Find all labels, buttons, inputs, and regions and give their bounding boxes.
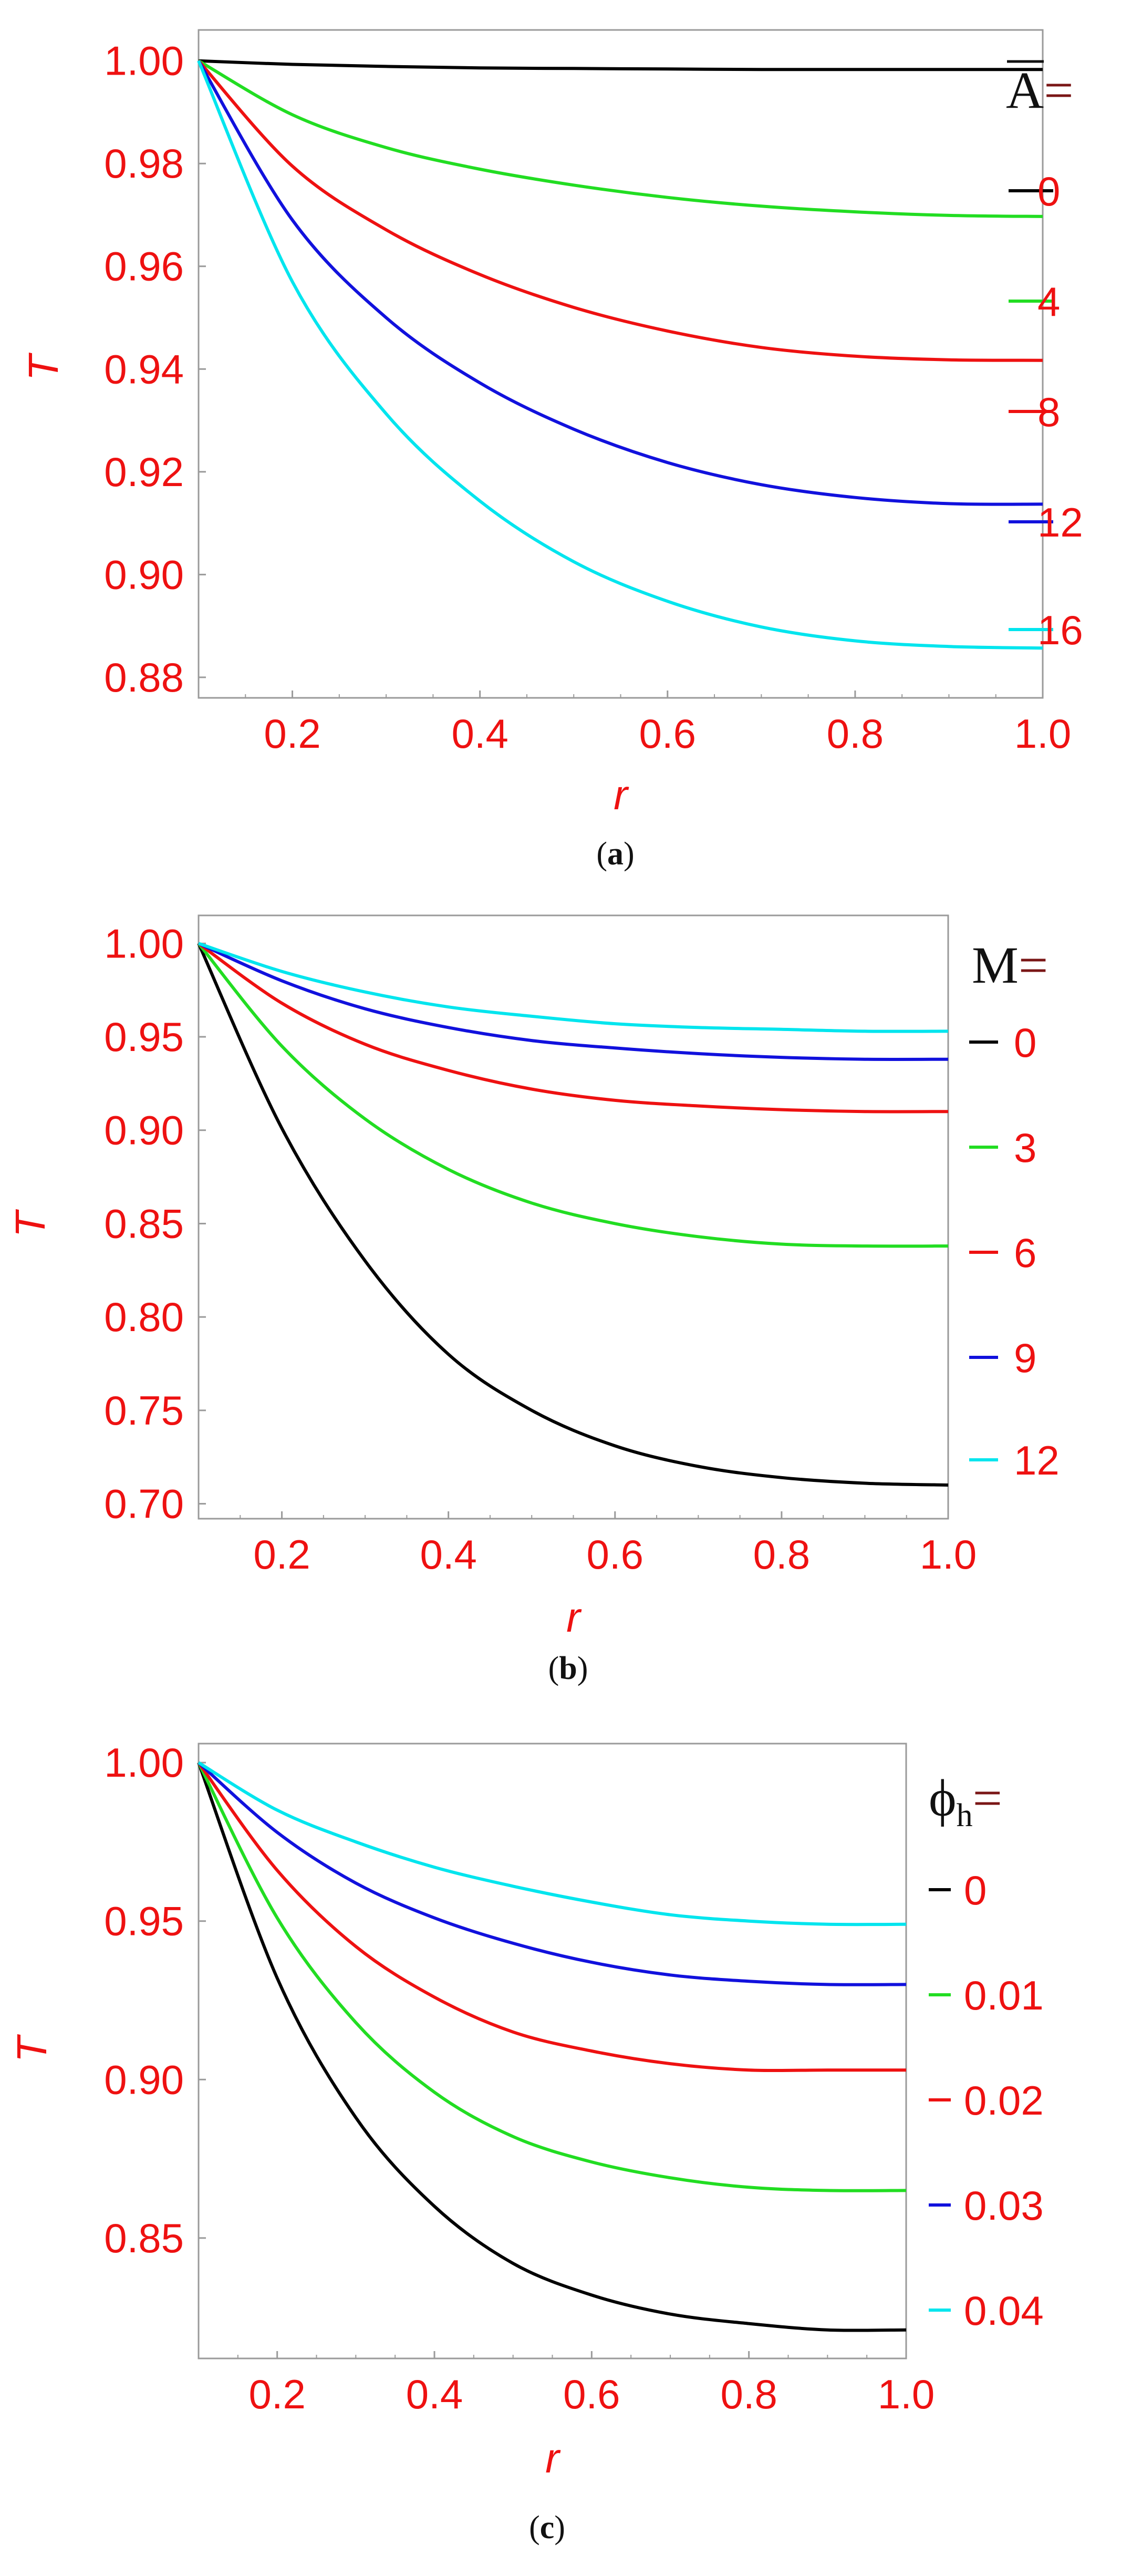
- x-tick-label: 0.2: [248, 2371, 305, 2417]
- x-tick-label: 1.0: [920, 1531, 977, 1578]
- y-tick-label: 0.90: [104, 1107, 184, 1153]
- series-line-6: [198, 942, 949, 1114]
- x-tick-label: 0.2: [264, 710, 320, 757]
- legend: M= 0 3 6 9 12: [969, 936, 1060, 1483]
- series-line-0.04: [198, 1761, 907, 1926]
- x-tick-label: 0.4: [420, 1531, 476, 1578]
- plot-frame: [198, 1743, 907, 2359]
- y-tick-label: 0.88: [104, 654, 184, 700]
- y-tick-label: 0.98: [104, 140, 184, 187]
- series-line-12: [197, 60, 1043, 506]
- y-tick-label: 0.95: [104, 1898, 184, 1944]
- series-line-16: [197, 60, 1043, 650]
- x-tick-label: 0.8: [720, 2371, 777, 2417]
- legend-label-12: 12: [1037, 499, 1083, 545]
- y-tick-label: 0.94: [104, 346, 184, 392]
- legend-label-0.04: 0.04: [964, 2288, 1044, 2334]
- series-line-0: [197, 1762, 907, 2332]
- y-axis-label: T: [8, 2034, 55, 2062]
- legend-title: ϕh=: [929, 1769, 1002, 1833]
- legend-label-0.02: 0.02: [964, 2077, 1044, 2124]
- y-tick-label: 0.95: [104, 1014, 184, 1060]
- y-tick-label: 0.92: [104, 449, 184, 495]
- legend-label-0.01: 0.01: [964, 1972, 1044, 2018]
- series-line-0.01: [197, 1761, 907, 2192]
- y-tick-label: 1.00: [104, 1739, 184, 1786]
- y-tick-label: 0.75: [104, 1387, 184, 1434]
- series-line-4: [198, 59, 1043, 218]
- y-axis-label: T: [20, 352, 67, 380]
- series-line-9: [198, 942, 949, 1061]
- legend-label-12: 12: [1014, 1437, 1060, 1483]
- x-tick-label: 0.8: [827, 710, 884, 757]
- series-line-0.02: [197, 1761, 906, 2073]
- legend-label-0.03: 0.03: [964, 2182, 1044, 2229]
- y-tick-label: 0.85: [104, 1200, 184, 1246]
- legend-title: A=: [1006, 61, 1074, 119]
- x-tick-label: 1.0: [878, 2371, 935, 2417]
- legend-label-4: 4: [1037, 279, 1060, 325]
- y-tick-label: 0.80: [104, 1294, 184, 1340]
- y-tick-label: 0.90: [104, 551, 184, 597]
- legend-title: M=: [972, 936, 1048, 994]
- legend-label-9: 9: [1014, 1335, 1036, 1381]
- series-line-12: [198, 942, 949, 1033]
- x-tick-label: 0.6: [563, 2371, 620, 2417]
- x-tick-label: 0.4: [451, 710, 508, 757]
- y-tick-label: 1.00: [104, 920, 184, 966]
- legend-label-16: 16: [1037, 607, 1083, 653]
- chart-panel-a: 0.2 0.4 0.6 0.8 1.0 0.88 0.90 0.92 0.94 0.96 0.98 1…: [20, 29, 1083, 872]
- x-axis-label: r: [545, 2435, 561, 2481]
- series-line-0.03: [198, 1761, 907, 1986]
- x-tick-label: 0.8: [753, 1531, 810, 1578]
- x-tick-label: 0.6: [639, 710, 696, 757]
- legend-label-6: 6: [1014, 1230, 1036, 1276]
- series-line-0: [197, 943, 949, 1487]
- series-line-8: [197, 59, 1043, 362]
- series-line-3: [197, 942, 949, 1248]
- chart-panel-c: 0.2 0.4 0.6 0.8 1.0 0.85 0.90 0.95 1.00 r Tϕh= 0 0.0…: [8, 1739, 1044, 2546]
- panel-caption: (c): [529, 2510, 565, 2546]
- legend-label-8: 8: [1037, 389, 1060, 435]
- legend-label-0: 0: [1014, 1019, 1036, 1066]
- y-tick-label: 0.90: [104, 2056, 184, 2103]
- legend: A= 0 4 8 12 16: [1006, 60, 1083, 653]
- panel-caption: (b): [548, 1651, 588, 1686]
- x-tick-label: 0.2: [253, 1531, 310, 1578]
- chart-panel-b: 0.2 0.4 0.6 0.8 1.0 0.70 0.75 0.80 0.85 0.90 0.95 1…: [7, 914, 1060, 1686]
- x-axis-label: r: [566, 1594, 582, 1641]
- y-tick-label: 0.70: [104, 1481, 184, 1527]
- panel-caption: (a): [596, 836, 634, 872]
- legend-label-0: 0: [1037, 168, 1060, 214]
- y-tick-label: 0.85: [104, 2215, 184, 2261]
- legend-label-0: 0: [964, 1867, 987, 1913]
- x-tick-label: 1.0: [1014, 710, 1071, 757]
- plot-frame: [198, 29, 1044, 699]
- series-line-0: [198, 59, 1043, 71]
- legend: ϕh= 0 0.01 0.02 0.03 0.04: [929, 1769, 1044, 2334]
- x-axis-label: r: [614, 771, 629, 818]
- plot-frame: [198, 914, 949, 1520]
- legend-label-3: 3: [1014, 1125, 1036, 1171]
- y-tick-label: 1.00: [104, 38, 184, 84]
- y-axis-label: T: [7, 1209, 54, 1237]
- x-tick-label: 0.6: [587, 1531, 643, 1578]
- y-tick-label: 0.96: [104, 243, 184, 290]
- x-tick-label: 0.4: [406, 2371, 463, 2417]
